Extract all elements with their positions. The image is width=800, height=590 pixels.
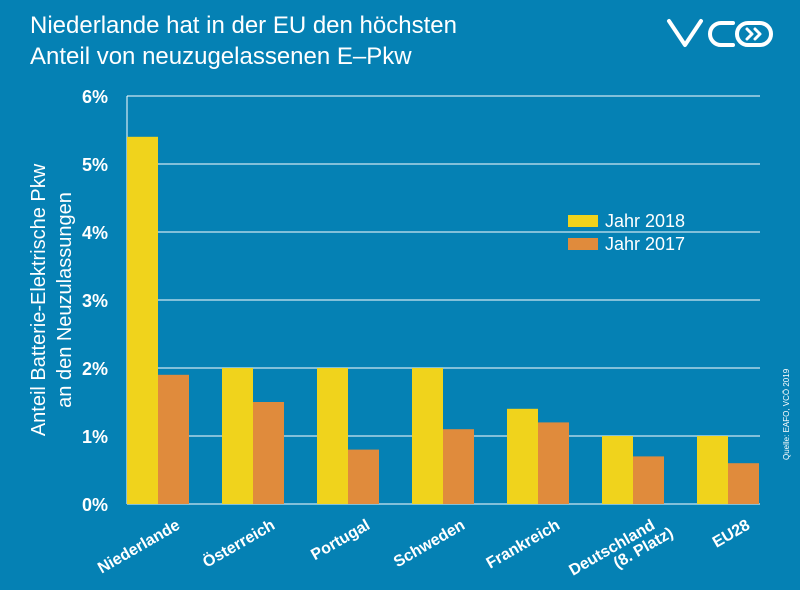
title-line-2: Anteil von neuzugelassenen E–Pkw — [30, 43, 412, 70]
bar-2017 — [633, 456, 664, 504]
x-tick-label: Schweden — [391, 517, 468, 571]
y-tick-label: 6% — [82, 87, 108, 107]
source-note: Quelle: EAFO, VCÖ 2019 — [782, 368, 791, 460]
y-tick-label: 3% — [82, 291, 108, 311]
legend-swatch-2018 — [568, 215, 598, 227]
x-tick-label: Österreich — [199, 515, 278, 571]
y-tick-label: 5% — [82, 155, 108, 175]
bar-2017 — [348, 449, 379, 504]
bar-2017 — [443, 429, 474, 504]
x-tick-label: Portugal — [308, 517, 373, 564]
x-tick-label: Frankreich — [484, 517, 563, 573]
bar-2018 — [412, 368, 443, 504]
bar-2017 — [253, 402, 284, 504]
y-tick-label: 0% — [82, 495, 108, 515]
legend-label-2017: Jahr 2017 — [605, 234, 685, 254]
legend-swatch-2017 — [568, 238, 598, 250]
bar-2018 — [507, 408, 538, 504]
bar-2017 — [538, 422, 569, 504]
title-line-1: Niederlande hat in der EU den höchsten — [30, 12, 457, 39]
bar-2018 — [602, 436, 633, 504]
y-axis-label-1: Anteil Batterie-Elektrische Pkw — [28, 163, 50, 436]
x-tick-label: EU28 — [710, 517, 753, 552]
bar-2017 — [728, 463, 759, 504]
y-tick-label: 1% — [82, 427, 108, 447]
y-tick-label: 4% — [82, 223, 108, 243]
x-tick-label: Deutschland(8. Platz) — [566, 511, 676, 590]
bar-2018 — [127, 136, 158, 505]
bar-2017 — [158, 374, 189, 504]
legend: Jahr 2018 Jahr 2017 — [568, 211, 685, 254]
chart-title: Niederlande hat in der EU den höchsten A… — [30, 10, 457, 72]
x-tick-label: Niederlande — [95, 517, 183, 578]
bar-2018 — [222, 368, 253, 504]
bar-2018 — [697, 436, 728, 504]
legend-label-2018: Jahr 2018 — [605, 211, 685, 231]
vco-logo — [667, 19, 773, 47]
bar-2018 — [317, 368, 348, 504]
y-axis-label-2: an den Neuzulassungen — [54, 192, 76, 408]
y-tick-label: 2% — [82, 359, 108, 379]
